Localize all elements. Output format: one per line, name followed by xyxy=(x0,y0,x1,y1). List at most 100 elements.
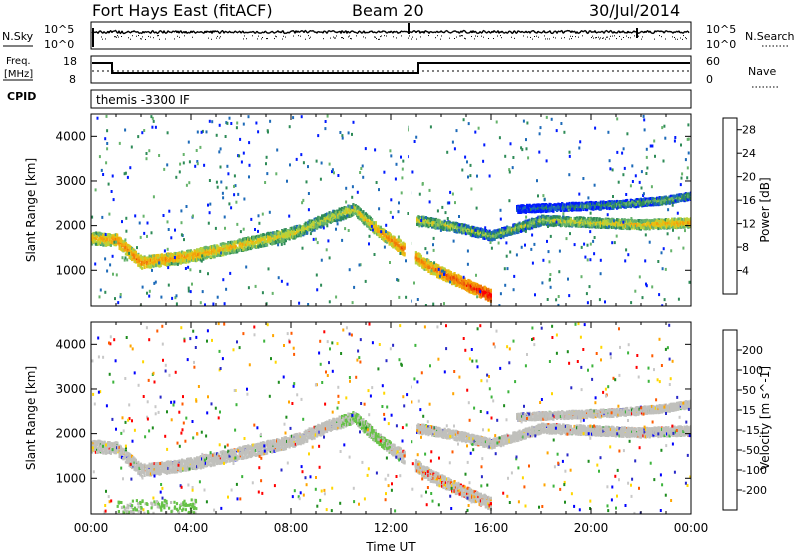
power-cell xyxy=(264,243,267,247)
power-cell xyxy=(232,242,235,246)
power-cell xyxy=(284,233,287,237)
power-cell xyxy=(329,220,332,224)
power-cell xyxy=(568,216,571,220)
power-cell xyxy=(294,234,297,238)
power-cell xyxy=(252,235,255,239)
power-cell xyxy=(242,241,245,245)
power-cell xyxy=(381,231,384,235)
power-cell xyxy=(222,244,225,248)
power-cell xyxy=(364,221,367,224)
power-cell xyxy=(428,266,431,270)
power-cell xyxy=(454,280,457,284)
power-cell xyxy=(282,240,285,243)
power-cell xyxy=(468,284,471,288)
power-cell xyxy=(147,258,150,262)
nsky-line xyxy=(289,30,292,33)
power-cell xyxy=(479,284,482,288)
nsky-line xyxy=(323,30,326,33)
power-cell xyxy=(533,225,536,229)
power-cell xyxy=(372,223,375,227)
power-cell xyxy=(453,224,456,228)
power-cell xyxy=(261,242,264,246)
nsky-line xyxy=(529,31,532,34)
power-cell xyxy=(216,251,219,255)
nsky-line xyxy=(172,30,175,33)
power-cell xyxy=(452,272,455,276)
power-cell xyxy=(209,246,212,250)
nsky-line xyxy=(628,31,631,34)
power-cell xyxy=(503,231,506,235)
power-cell xyxy=(212,250,215,254)
nsky-line xyxy=(113,29,116,32)
power-cell xyxy=(431,223,434,227)
nsearch-point xyxy=(244,35,245,37)
power-cell xyxy=(441,220,444,224)
power-cell xyxy=(477,291,480,295)
power-cell xyxy=(338,207,341,211)
power-cell xyxy=(104,243,107,247)
power-cell xyxy=(447,271,450,275)
power-cell xyxy=(487,237,490,241)
power-cell xyxy=(313,220,316,224)
power-cell xyxy=(442,267,445,271)
nsky-line xyxy=(541,31,544,34)
power-cell xyxy=(238,243,241,247)
nsky-line xyxy=(231,31,234,34)
power-cell xyxy=(348,215,351,218)
nsky-line xyxy=(687,30,690,34)
power-cell xyxy=(104,236,107,240)
power-cell xyxy=(554,222,557,226)
power-cell xyxy=(224,252,227,256)
power-cell xyxy=(223,251,226,255)
nsearch-point xyxy=(341,37,342,39)
nsky-line xyxy=(219,31,222,34)
power-cell xyxy=(573,216,576,220)
nsearch-point xyxy=(435,37,436,39)
power-cell xyxy=(517,229,520,233)
power-cell xyxy=(382,228,385,232)
nsearch-point xyxy=(386,35,387,37)
power-cell xyxy=(422,257,425,261)
nsky-line xyxy=(464,30,467,34)
power-cell xyxy=(119,246,122,250)
nsearch-point xyxy=(459,35,460,37)
power-cell xyxy=(362,211,365,215)
nsky-line xyxy=(633,30,636,33)
power-cell xyxy=(352,203,355,207)
power-cell xyxy=(558,223,561,227)
power-cell xyxy=(104,239,107,243)
power-cell xyxy=(573,223,576,226)
power-cell xyxy=(282,229,285,233)
power-cell xyxy=(392,243,395,247)
power-cell xyxy=(447,276,450,280)
power-cell xyxy=(506,226,509,230)
nsky-line xyxy=(178,31,181,34)
power-cell xyxy=(257,234,260,238)
power-cell xyxy=(383,232,386,236)
nsearch-point xyxy=(365,37,366,39)
power-cell xyxy=(587,220,590,224)
nsky-line xyxy=(565,30,568,33)
power-cell xyxy=(153,254,156,258)
power-cell xyxy=(374,221,377,225)
power-cell xyxy=(179,252,182,256)
power-cell xyxy=(217,249,220,253)
nsky-line xyxy=(348,31,351,34)
power-cell xyxy=(446,269,449,273)
power-cell xyxy=(363,221,366,225)
power-cell xyxy=(332,213,335,217)
power-cell xyxy=(527,221,530,225)
power-cell xyxy=(259,244,262,248)
nsky-line xyxy=(558,30,561,33)
power-cell xyxy=(193,257,196,261)
power-cell xyxy=(344,215,347,219)
power-cell xyxy=(212,245,215,249)
power-cell xyxy=(456,222,459,226)
power-cell xyxy=(594,222,597,226)
power-cell xyxy=(397,248,400,252)
power-cell xyxy=(214,249,217,253)
power-cell xyxy=(488,237,491,241)
nsearch-point xyxy=(628,37,629,39)
power-cell xyxy=(592,224,595,228)
